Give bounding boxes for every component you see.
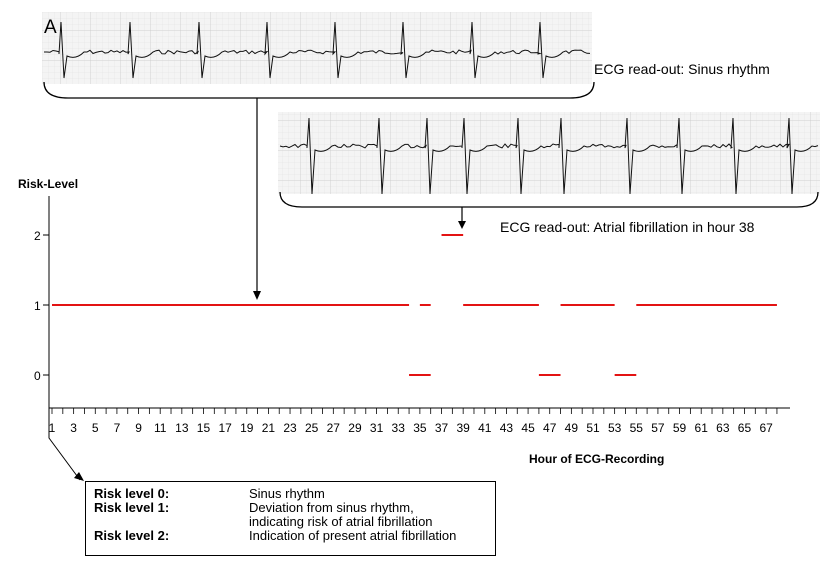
legend-key: Risk level 0: bbox=[94, 486, 170, 501]
x-tick-label: 7 bbox=[114, 421, 121, 435]
x-tick-label: 63 bbox=[716, 421, 730, 435]
x-tick-label: 47 bbox=[543, 421, 557, 435]
brace-b bbox=[279, 191, 819, 208]
x-tick-label: 27 bbox=[327, 421, 341, 435]
ecg-panel-a bbox=[42, 12, 595, 99]
x-tick-label: 49 bbox=[565, 421, 579, 435]
ecg-trace-sinus bbox=[44, 21, 591, 79]
x-tick-label: 59 bbox=[673, 421, 687, 435]
legend-description: Deviation from sinus rhythm, bbox=[249, 500, 414, 515]
x-tick-label: 57 bbox=[651, 421, 665, 435]
x-tick-label: 51 bbox=[586, 421, 600, 435]
x-tick-label: 33 bbox=[392, 421, 406, 435]
x-tick-label: 17 bbox=[218, 421, 232, 435]
legend-description: Sinus rhythm bbox=[249, 486, 325, 501]
x-tick-label: 19 bbox=[240, 421, 254, 435]
x-tick-label: 23 bbox=[283, 421, 297, 435]
x-tick-label: 1 bbox=[49, 421, 56, 435]
arrow-a bbox=[253, 98, 261, 300]
x-tick-label: 37 bbox=[435, 421, 449, 435]
x-tick-label: 39 bbox=[456, 421, 470, 435]
x-tick-label: 3 bbox=[70, 421, 77, 435]
x-tick-label: 31 bbox=[370, 421, 384, 435]
panel-letter-a: A bbox=[44, 17, 57, 38]
x-tick-label: 53 bbox=[608, 421, 622, 435]
legend-description: Indication of present atrial fibrillatio… bbox=[249, 528, 457, 543]
x-tick-label: 11 bbox=[154, 421, 167, 435]
x-tick-label: 65 bbox=[738, 421, 752, 435]
x-tick-label: 5 bbox=[92, 421, 99, 435]
x-tick-label: 43 bbox=[500, 421, 514, 435]
x-tick-label: 29 bbox=[348, 421, 362, 435]
x-tick-label: 67 bbox=[759, 421, 773, 435]
brace-a bbox=[43, 81, 595, 99]
risk-level-legend: Risk level 0: Sinus rhythm Risk level 1: De… bbox=[85, 481, 496, 556]
y-axis-title: Risk-Level bbox=[18, 177, 78, 191]
y-tick-label: 2 bbox=[34, 229, 41, 243]
x-tick-label: 35 bbox=[413, 421, 427, 435]
x-tick-label: 55 bbox=[630, 421, 644, 435]
x-tick-label: 61 bbox=[695, 421, 709, 435]
x-tick-label: 13 bbox=[175, 421, 189, 435]
ecg-panel-b bbox=[278, 112, 820, 208]
legend-description: indicating risk of atrial fibrillation bbox=[249, 514, 433, 529]
annotation-a-text: ECG read-out: Sinus rhythm bbox=[594, 61, 770, 77]
x-ticks: 1 3 5 7 9 11 13 15 17 19 21 23 25 27 29 31 33 35 37 39 41 43 4… bbox=[49, 408, 778, 435]
annotation-b-text: ECG read-out: Atrial fibrillation in hou… bbox=[500, 219, 755, 235]
risk-series bbox=[52, 234, 777, 376]
legend-key: Risk level 2: bbox=[94, 528, 170, 543]
y-tick-label: 1 bbox=[34, 299, 41, 313]
legend-key: Risk level 1: bbox=[94, 500, 170, 515]
x-axis-title: Hour of ECG-Recording bbox=[529, 452, 664, 466]
x-tick-label: 45 bbox=[521, 421, 535, 435]
x-tick-label: 25 bbox=[305, 421, 319, 435]
ecg-trace-afib bbox=[279, 117, 819, 195]
x-tick-label: 15 bbox=[197, 421, 211, 435]
arrow-b bbox=[458, 207, 466, 229]
x-tick-label: 9 bbox=[135, 421, 142, 435]
y-ticks: 0 1 2 bbox=[34, 229, 49, 383]
y-tick-label: 0 bbox=[34, 369, 41, 383]
x-tick-label: 21 bbox=[262, 421, 276, 435]
legend-pointer-arrow bbox=[48, 408, 84, 481]
x-tick-label: 41 bbox=[478, 421, 492, 435]
